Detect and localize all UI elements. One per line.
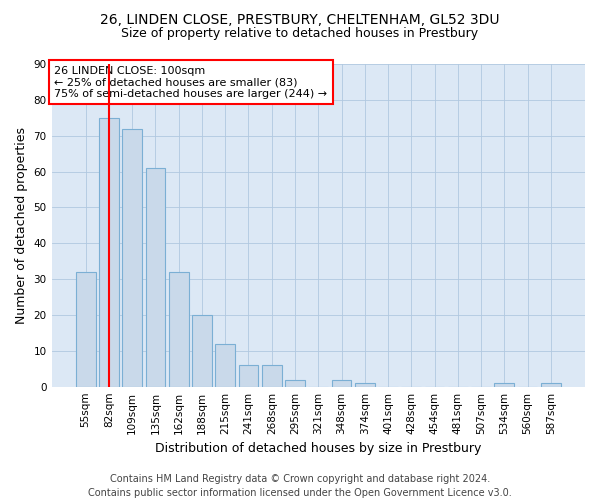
- X-axis label: Distribution of detached houses by size in Prestbury: Distribution of detached houses by size …: [155, 442, 481, 455]
- Bar: [146, 168, 166, 386]
- Bar: [99, 118, 119, 386]
- Bar: [332, 380, 352, 386]
- Bar: [541, 383, 561, 386]
- Bar: [355, 383, 374, 386]
- Text: Size of property relative to detached houses in Prestbury: Size of property relative to detached ho…: [121, 28, 479, 40]
- Bar: [192, 315, 212, 386]
- Bar: [262, 365, 281, 386]
- Bar: [239, 365, 259, 386]
- Y-axis label: Number of detached properties: Number of detached properties: [15, 127, 28, 324]
- Bar: [285, 380, 305, 386]
- Bar: [494, 383, 514, 386]
- Bar: [169, 272, 188, 386]
- Bar: [76, 272, 95, 386]
- Bar: [122, 128, 142, 386]
- Text: 26, LINDEN CLOSE, PRESTBURY, CHELTENHAM, GL52 3DU: 26, LINDEN CLOSE, PRESTBURY, CHELTENHAM,…: [100, 12, 500, 26]
- Text: Contains HM Land Registry data © Crown copyright and database right 2024.
Contai: Contains HM Land Registry data © Crown c…: [88, 474, 512, 498]
- Bar: [215, 344, 235, 386]
- Text: 26 LINDEN CLOSE: 100sqm
← 25% of detached houses are smaller (83)
75% of semi-de: 26 LINDEN CLOSE: 100sqm ← 25% of detache…: [54, 66, 328, 99]
